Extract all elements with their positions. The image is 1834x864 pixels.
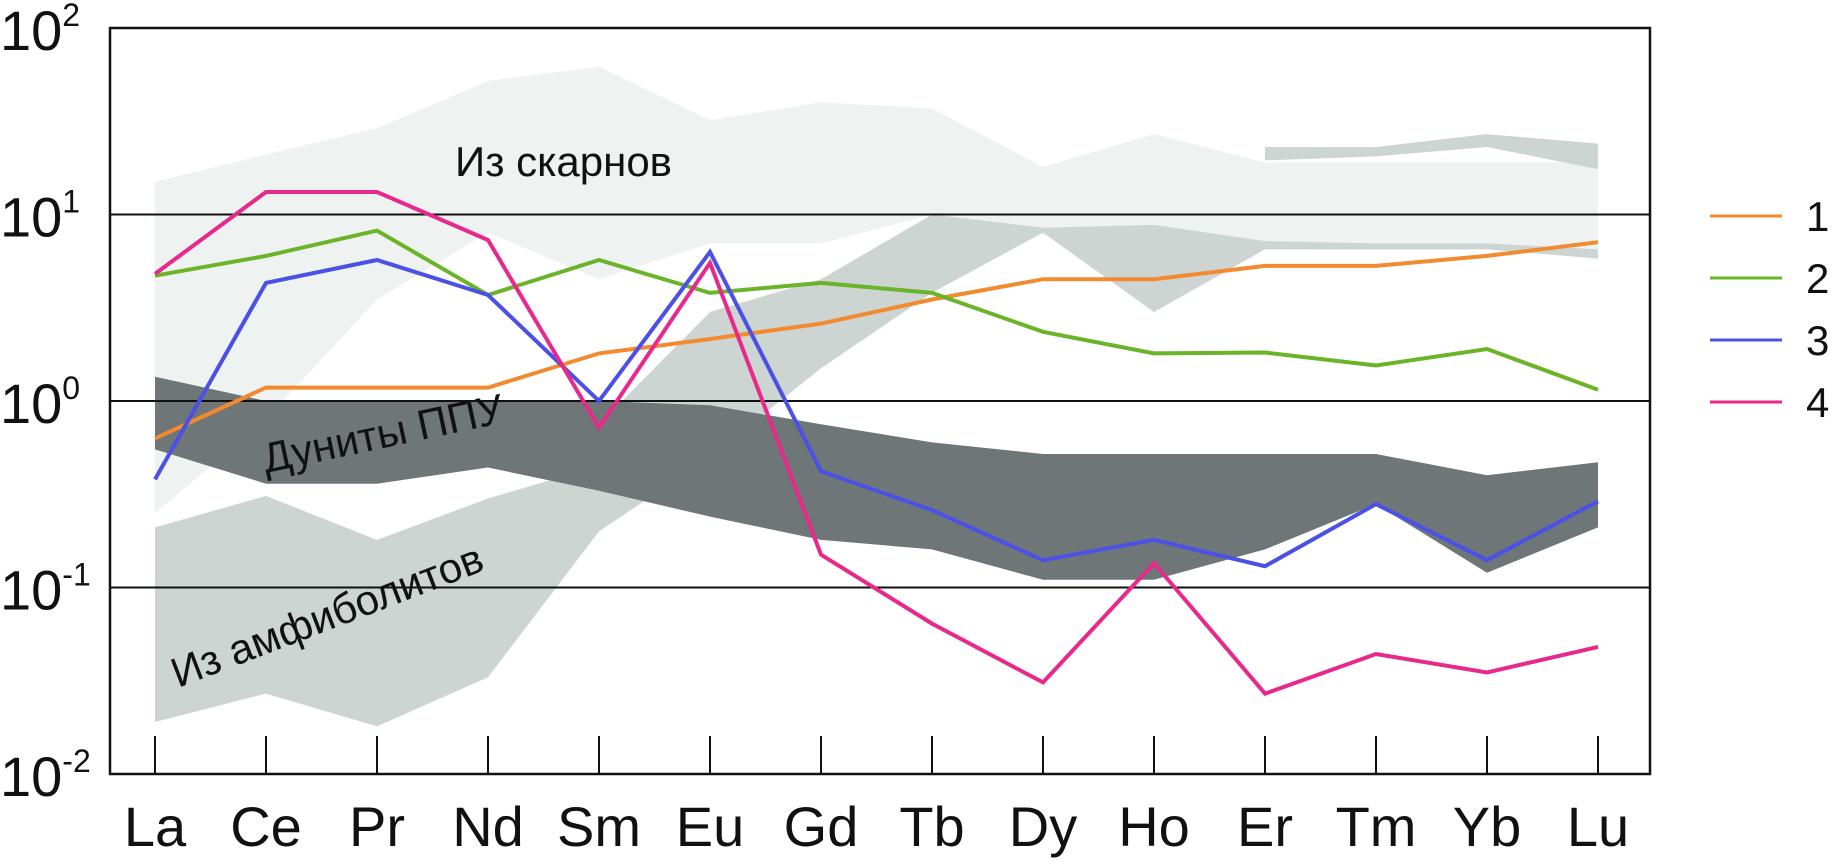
x-tick-label-Lu: Lu	[1567, 795, 1629, 858]
grid-layer	[110, 213, 1650, 589]
x-tick-label-Ho: Ho	[1118, 795, 1190, 858]
y-tick-label-1: 101	[0, 184, 80, 249]
y-tick-label-3: 10-1	[0, 557, 91, 622]
y-tick-label-4: 10-2	[0, 743, 91, 808]
x-tick-label-Pr: Pr	[349, 795, 405, 858]
legend-label-2: 2	[1806, 255, 1829, 302]
x-tick-label-Er: Er	[1237, 795, 1293, 858]
bands-layer	[155, 66, 1598, 727]
x-tick-label-Sm: Sm	[557, 795, 641, 858]
plot-frame	[108, 26, 1652, 776]
x-tick-label-Tm: Tm	[1336, 795, 1417, 858]
legend-label-4: 4	[1806, 379, 1829, 426]
x-tick-label-Tb: Tb	[899, 795, 964, 858]
x-tick-label-Gd: Gd	[784, 795, 859, 858]
y-tick-label-0: 102	[0, 0, 80, 62]
x-tick-label-La: La	[124, 795, 187, 858]
band-3	[155, 465, 599, 727]
axis-layer: La Ce Pr Nd Sm Eu Gd Tb Dy Ho Er Tm Yb Lu 102 101 100 10-…	[0, 0, 1652, 858]
series-layer	[153, 190, 1599, 696]
x-tick-label-Ce: Ce	[230, 795, 302, 858]
legend-label-1: 1	[1806, 193, 1829, 240]
band-1	[1265, 134, 1598, 170]
series-line-2	[154, 228, 1599, 392]
x-tick-label-Dy: Dy	[1009, 795, 1077, 858]
series-line-3	[153, 248, 1599, 569]
series-line-4	[153, 190, 1599, 696]
series-line-1	[154, 240, 1599, 441]
band-4	[155, 376, 1598, 580]
legend-layer: 1 2 3 4	[1710, 193, 1829, 426]
y-tick-label-2: 100	[0, 370, 80, 435]
x-tick-label-Yb: Yb	[1453, 795, 1522, 858]
band-label-0: Из скарнов	[455, 138, 672, 185]
x-tick-label-Eu: Eu	[676, 795, 745, 858]
legend-label-3: 3	[1806, 317, 1829, 364]
x-tick-label-Nd: Nd	[452, 795, 524, 858]
band-0	[155, 66, 1598, 514]
band-2	[599, 214, 1598, 532]
